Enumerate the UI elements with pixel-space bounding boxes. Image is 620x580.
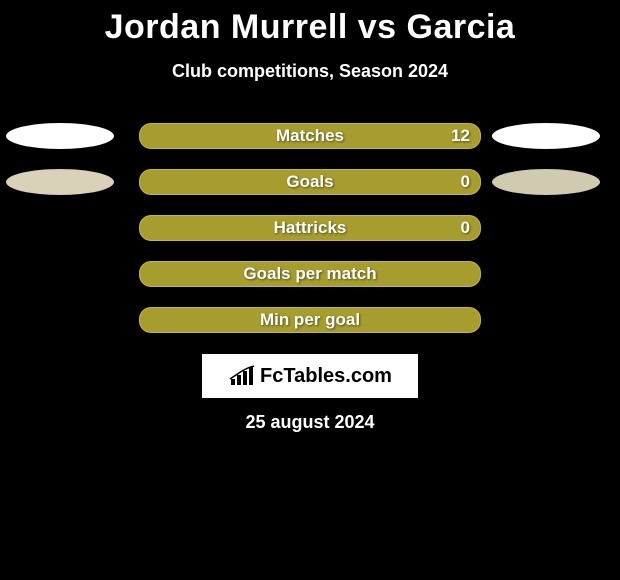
right-ellipse	[492, 123, 600, 149]
left-ellipse	[6, 169, 114, 195]
stat-bar: Goals per match	[139, 261, 481, 287]
bar-chart-icon	[228, 365, 256, 387]
logo: FcTables.com	[228, 365, 392, 388]
stat-row: Hattricks 0	[0, 216, 620, 240]
stat-bar: Matches 12	[139, 123, 481, 149]
logo-text: FcTables.com	[260, 365, 392, 388]
stat-rows: Matches 12 Goals 0 Hattricks 0 Goals per match…	[0, 124, 620, 332]
stat-value-right: 0	[461, 172, 470, 192]
stat-label: Hattricks	[274, 218, 347, 238]
stat-value-right: 12	[451, 126, 470, 146]
stat-bar: Hattricks 0	[139, 215, 481, 241]
stat-label: Goals per match	[243, 264, 376, 284]
logo-box[interactable]: FcTables.com	[202, 354, 418, 398]
stat-value-right: 0	[461, 218, 470, 238]
left-ellipse	[6, 123, 114, 149]
stat-label: Goals	[286, 172, 333, 192]
stat-row: Goals 0	[0, 170, 620, 194]
stat-label: Min per goal	[260, 310, 360, 330]
stat-row: Matches 12	[0, 124, 620, 148]
stat-row: Goals per match	[0, 262, 620, 286]
stat-label: Matches	[276, 126, 344, 146]
page-title: Jordan Murrell vs Garcia	[0, 0, 620, 47]
subtitle: Club competitions, Season 2024	[0, 61, 620, 82]
stat-row: Min per goal	[0, 308, 620, 332]
comparison-widget: Jordan Murrell vs Garcia Club competitio…	[0, 0, 620, 580]
stat-bar: Goals 0	[139, 169, 481, 195]
stat-bar: Min per goal	[139, 307, 481, 333]
date: 25 august 2024	[0, 412, 620, 433]
right-ellipse	[492, 169, 600, 195]
